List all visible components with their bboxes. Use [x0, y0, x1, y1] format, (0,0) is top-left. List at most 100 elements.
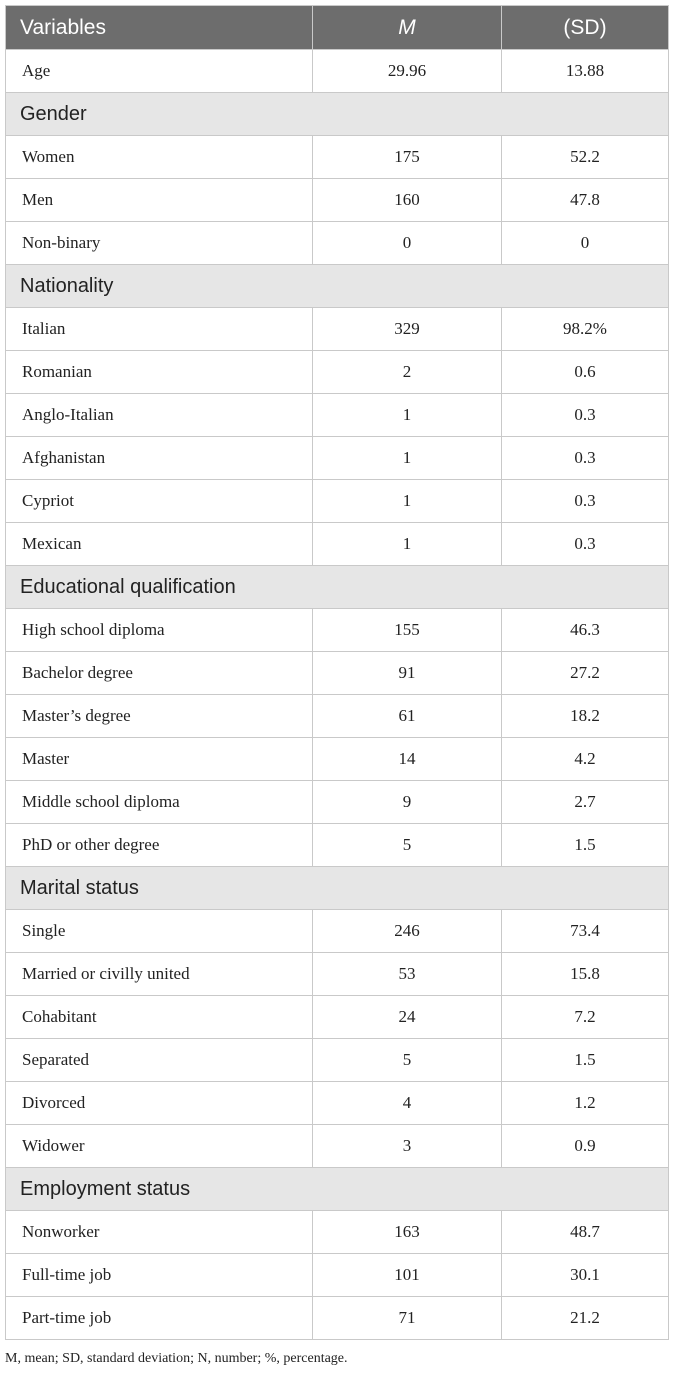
- header-sd: (SD): [501, 5, 669, 50]
- row-sd: 1.5: [501, 1038, 669, 1082]
- row-label: Anglo-Italian: [5, 393, 313, 437]
- row-mean: 53: [312, 952, 502, 996]
- table-row: Widower 3 0.9: [5, 1124, 669, 1168]
- row-label: Full-time job: [5, 1253, 313, 1297]
- row-sd: 13.88: [501, 49, 669, 93]
- table-row: Women 175 52.2: [5, 135, 669, 179]
- row-label: Mexican: [5, 522, 313, 566]
- row-sd: 21.2: [501, 1296, 669, 1340]
- row-label: Romanian: [5, 350, 313, 394]
- row-mean: 155: [312, 608, 502, 652]
- table-row: Cypriot 1 0.3: [5, 479, 669, 523]
- row-sd: 48.7: [501, 1210, 669, 1254]
- table-row: Bachelor degree 91 27.2: [5, 651, 669, 695]
- row-label: Afghanistan: [5, 436, 313, 480]
- row-label: Bachelor degree: [5, 651, 313, 695]
- table-row: Nonworker 163 48.7: [5, 1210, 669, 1254]
- table-row: Middle school diploma 9 2.7: [5, 780, 669, 824]
- header-mean: M: [312, 5, 502, 50]
- table-row: Master 14 4.2: [5, 737, 669, 781]
- row-mean: 61: [312, 694, 502, 738]
- row-mean: 24: [312, 995, 502, 1039]
- row-sd: 1.2: [501, 1081, 669, 1125]
- row-label: Non-binary: [5, 221, 313, 265]
- table-row: Non-binary 0 0: [5, 221, 669, 265]
- row-label: Italian: [5, 307, 313, 351]
- row-sd: 2.7: [501, 780, 669, 824]
- row-sd: 98.2%: [501, 307, 669, 351]
- row-sd: 0.9: [501, 1124, 669, 1168]
- row-sd: 73.4: [501, 909, 669, 953]
- section-label: Employment status: [5, 1167, 669, 1211]
- row-sd: 0: [501, 221, 669, 265]
- row-sd: 52.2: [501, 135, 669, 179]
- table-row: Divorced 4 1.2: [5, 1081, 669, 1125]
- row-label: High school diploma: [5, 608, 313, 652]
- table-row: Italian 329 98.2%: [5, 307, 669, 351]
- table-footnote: M, mean; SD, standard deviation; N, numb…: [5, 1351, 348, 1366]
- section-row: Gender: [5, 92, 669, 136]
- table-row: Married or civilly united 53 15.8: [5, 952, 669, 996]
- section-row: Educational qualification: [5, 565, 669, 609]
- row-mean: 91: [312, 651, 502, 695]
- table-header-row: Variables M (SD): [5, 5, 669, 50]
- table-row: High school diploma 155 46.3: [5, 608, 669, 652]
- section-label: Nationality: [5, 264, 669, 308]
- row-mean: 2: [312, 350, 502, 394]
- table-row: Men 160 47.8: [5, 178, 669, 222]
- header-variables: Variables: [5, 5, 313, 50]
- row-sd: 7.2: [501, 995, 669, 1039]
- row-label: Master’s degree: [5, 694, 313, 738]
- row-sd: 1.5: [501, 823, 669, 867]
- table-row: Full-time job 101 30.1: [5, 1253, 669, 1297]
- section-row: Nationality: [5, 264, 669, 308]
- row-mean: 14: [312, 737, 502, 781]
- section-label: Marital status: [5, 866, 669, 910]
- row-sd: 4.2: [501, 737, 669, 781]
- row-label: Age: [5, 49, 313, 93]
- table-row: Romanian 2 0.6: [5, 350, 669, 394]
- table-row: Afghanistan 1 0.3: [5, 436, 669, 480]
- table-row: Anglo-Italian 1 0.3: [5, 393, 669, 437]
- row-mean: 101: [312, 1253, 502, 1297]
- section-label: Educational qualification: [5, 565, 669, 609]
- table-row: Mexican 1 0.3: [5, 522, 669, 566]
- section-row: Employment status: [5, 1167, 669, 1211]
- row-label: Separated: [5, 1038, 313, 1082]
- row-label: Men: [5, 178, 313, 222]
- row-mean: 1: [312, 436, 502, 480]
- row-label: Master: [5, 737, 313, 781]
- row-label: Part-time job: [5, 1296, 313, 1340]
- row-mean: 160: [312, 178, 502, 222]
- row-mean: 3: [312, 1124, 502, 1168]
- row-mean: 71: [312, 1296, 502, 1340]
- row-mean: 1: [312, 393, 502, 437]
- row-sd: 0.3: [501, 436, 669, 480]
- row-sd: 0.3: [501, 522, 669, 566]
- section-label: Gender: [5, 92, 669, 136]
- row-mean: 329: [312, 307, 502, 351]
- row-mean: 163: [312, 1210, 502, 1254]
- row-mean: 4: [312, 1081, 502, 1125]
- table-row: Cohabitant 24 7.2: [5, 995, 669, 1039]
- row-label: Cohabitant: [5, 995, 313, 1039]
- row-mean: 9: [312, 780, 502, 824]
- row-sd: 0.3: [501, 479, 669, 523]
- demographics-table: Variables M (SD) Age 29.96 13.88 Gender Wome…: [5, 5, 669, 1340]
- row-mean: 5: [312, 823, 502, 867]
- row-sd: 30.1: [501, 1253, 669, 1297]
- row-label: Divorced: [5, 1081, 313, 1125]
- row-sd: 15.8: [501, 952, 669, 996]
- row-label: Women: [5, 135, 313, 179]
- table-row: Age 29.96 13.88: [5, 49, 669, 93]
- row-sd: 46.3: [501, 608, 669, 652]
- row-label: Middle school diploma: [5, 780, 313, 824]
- row-mean: 0: [312, 221, 502, 265]
- row-label: Nonworker: [5, 1210, 313, 1254]
- row-label: Married or civilly united: [5, 952, 313, 996]
- table-row: Single 246 73.4: [5, 909, 669, 953]
- section-row: Marital status: [5, 866, 669, 910]
- table-body: Age 29.96 13.88 Gender Women 175 52.2 Men 160 47.…: [5, 49, 669, 1340]
- row-sd: 27.2: [501, 651, 669, 695]
- row-mean: 29.96: [312, 49, 502, 93]
